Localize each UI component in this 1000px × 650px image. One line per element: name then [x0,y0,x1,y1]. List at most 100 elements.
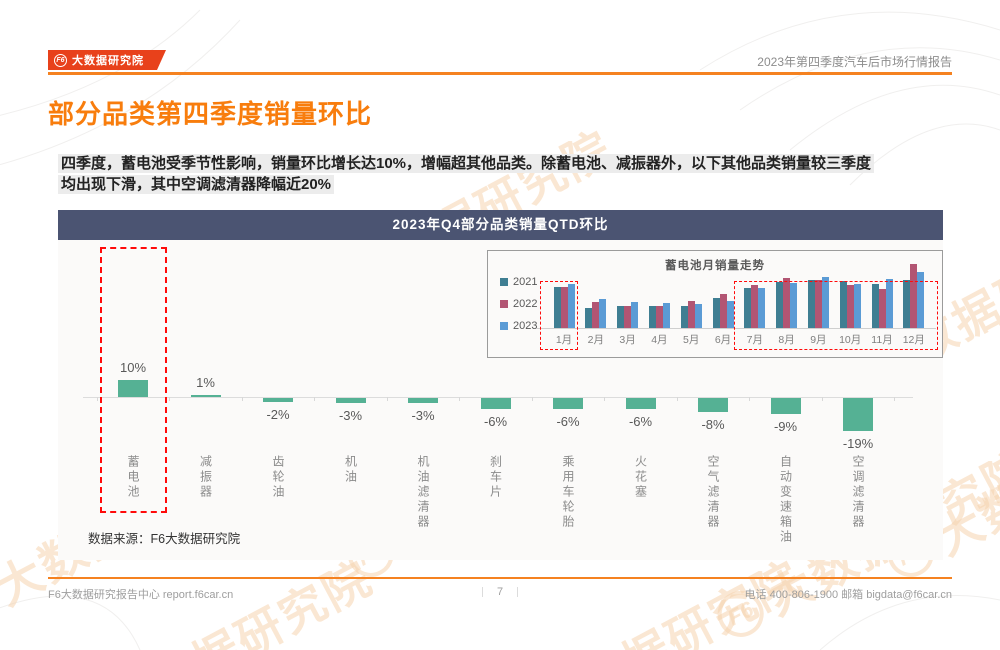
summary-text: 四季度，蓄电池受季节性影响，销量环比增长达10%，增幅超其他品类。除蓄电池、减振… [58,153,875,195]
category-label: 机油 [343,455,358,485]
inset-bar-2021-6月 [712,298,720,328]
inset-bar-2021-7月 [744,287,752,328]
inset-bar-2022-8月 [783,278,791,328]
chart-title-bar: 2023年Q4部分品类销量QTD环比 [58,210,943,240]
inset-bar-2022-1月 [560,286,568,328]
bar-刹车片 [480,398,511,409]
inset-bar-2021-10月 [839,280,847,328]
header-divider [48,72,952,75]
axis-tick [241,397,243,401]
bar-空调滤清器 [843,398,873,432]
category-label: 蓄电池 [126,455,140,500]
bar-火花塞 [625,398,656,409]
axis-tick [169,397,171,401]
footer-page-number: 7 [0,586,1000,598]
legend-swatch-icon [500,300,508,308]
inset-bar-2021-8月 [776,281,784,328]
bar-value-label: -8% [701,417,725,432]
inset-bar-2021-4月 [648,305,656,328]
inset-bar-2023-2月 [599,299,607,328]
bar-空气滤清器 [698,398,728,412]
inset-bar-2023-7月 [758,288,766,328]
bar-机油滤清器 [408,398,438,404]
legend-label: 2023 [513,320,538,332]
f6-logo-icon: F6 [54,54,67,67]
page-title: 部分品类第四季度销量环比 [48,99,373,129]
month-label: 2月 [587,334,604,346]
x-axis [83,397,913,398]
inset-bar-2021-3月 [617,305,625,328]
bar-value-label: 10% [119,359,147,375]
bar-value-label: -2% [266,406,290,422]
inset-bar-2022-5月 [687,300,695,328]
bar-自动变速箱油 [770,398,801,414]
axis-tick [386,397,388,401]
page-number: 7 [496,586,504,598]
axis-tick [531,397,533,401]
bar-机油 [335,398,366,404]
bar-value-label: -3% [338,408,363,424]
month-label: 9月 [810,334,827,346]
legend-item-2023: 2023 [500,320,537,332]
axis-tick [676,397,678,401]
axis-tick [749,397,751,401]
chart-card: 2023年Q4部分品类销量QTD环比 10% 蓄电池 1% 减振器 -2% 齿轮油 -3% 机… [58,210,943,560]
month-label: 5月 [683,334,700,346]
month-label: 1月 [555,334,573,346]
inset-chart: 蓄电池月销量走势 2021 2022 2023 1月 2月 3月 4月 5月 6月 7月 8月 9月… [487,250,943,358]
footer-divider [48,577,952,579]
bar-减振器 [190,395,221,397]
inset-bar-2022-4月 [655,305,663,328]
bar-value-label: -6% [628,413,653,429]
axis-tick [894,397,896,401]
divider-bar-icon [481,587,483,598]
inset-bar-2021-1月 [553,286,561,328]
legend-swatch-icon [500,278,508,286]
month-label: 6月 [714,334,732,346]
axis-tick [604,397,606,401]
inset-bar-2023-4月 [662,303,670,328]
footer-right: 电话 400-806-1900 邮箱 bigdata@f6car.cn [744,589,952,601]
inset-bar-2022-6月 [719,294,727,328]
axis-tick [314,397,316,401]
summary-line-2: 均出现下滑，其中空调滤清器降幅近20% [58,175,335,194]
month-label: 3月 [619,334,636,346]
category-label: 机油滤清器 [416,455,430,530]
logo: F6 大数据研究院 [48,50,166,70]
inset-bar-2022-11月 [878,289,886,328]
inset-bar-2023-8月 [790,282,798,328]
category-label: 刹车片 [488,455,503,500]
inset-bar-2023-10月 [853,284,861,328]
legend-swatch-icon [500,322,508,330]
axis-tick [821,397,823,401]
data-source: 数据来源：F6大数据研究院 [88,532,241,546]
highlight-box-battery [100,247,167,513]
inset-bar-2023-5月 [694,304,702,328]
category-label: 自动变速箱油 [778,455,793,545]
category-label: 减振器 [198,455,213,500]
month-label: 4月 [651,334,668,346]
month-label: 7月 [746,334,763,346]
inset-bar-2022-3月 [624,305,632,328]
bar-value-label: 1% [196,375,215,391]
legend-label: 2022 [513,298,538,310]
month-label: 8月 [778,334,795,346]
inset-bar-2023-9月 [821,276,829,328]
legend-item-2022: 2022 [500,298,537,310]
category-label: 空调滤清器 [851,455,865,530]
report-title: 2023年第四季度汽车后市场行情报告 [757,55,952,69]
category-label: 空气滤清器 [706,455,720,530]
category-label: 火花塞 [633,455,648,500]
inset-bar-2022-2月 [592,302,600,328]
axis-tick [96,397,98,401]
inset-bar-2021-11月 [871,284,879,328]
inset-bar-2022-7月 [751,285,759,328]
f6-logo-letters: F6 [56,56,65,64]
inset-bar-2022-12月 [910,264,918,328]
legend-item-2021: 2021 [500,276,537,288]
inset-bar-2022-10月 [846,285,854,328]
bar-value-label: -6% [483,413,508,429]
month-label: 11月 [871,334,893,346]
category-label: 齿轮油 [271,455,285,500]
